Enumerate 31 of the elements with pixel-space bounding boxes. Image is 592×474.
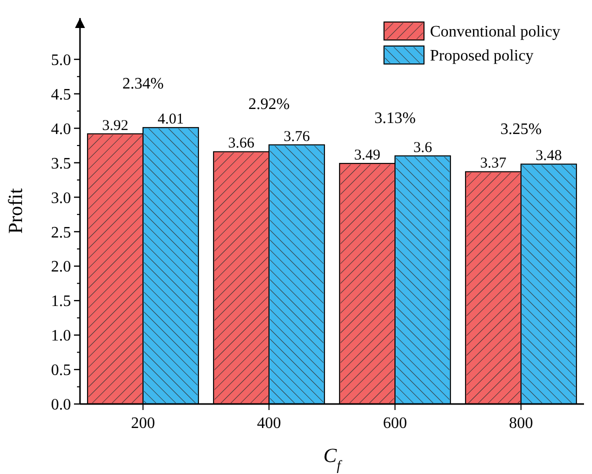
data-label: 3.66	[228, 136, 255, 152]
data-label: 4.01	[158, 112, 184, 128]
annotation: 3.25%	[500, 121, 542, 138]
data-label: 3.49	[354, 147, 380, 164]
data-label: 3.48	[536, 148, 562, 164]
y-tick-label: 3.5	[51, 155, 71, 172]
y-tick-label: 1.5	[51, 293, 71, 310]
y-tick-label: 1.0	[51, 328, 71, 345]
legend-label: Proposed policy	[430, 48, 534, 65]
legend-label: Conventional policy	[430, 24, 560, 41]
annotation: 3.13%	[374, 110, 416, 127]
y-tick-label: 0.0	[51, 396, 71, 414]
y-tick-label: 2.0	[51, 258, 71, 276]
data-label: 3.37	[480, 156, 507, 172]
x-tick-label: 200	[131, 415, 155, 432]
y-tick-label: 0.5	[51, 362, 71, 380]
y-axis-title: Profit	[5, 188, 27, 234]
x-tick-label: 400	[257, 415, 281, 432]
data-label: 3.92	[102, 118, 128, 134]
data-label: 3.6	[413, 140, 433, 156]
y-tick-label: 5.0	[51, 52, 71, 69]
x-axis-title: C$_{f}$	[323, 445, 343, 474]
y-tick-label: 4.5	[51, 86, 71, 104]
x-tick-label: 600	[383, 415, 407, 432]
annotation: 2.34%	[122, 76, 164, 93]
y-tick-label: 4.0	[51, 120, 71, 138]
y-tick-label: 2.5	[51, 224, 71, 242]
y-tick-label: 3.0	[51, 190, 71, 207]
data-label: 3.76	[284, 128, 310, 145]
annotation: 2.92%	[248, 96, 290, 113]
x-tick-label: 800	[509, 415, 533, 432]
